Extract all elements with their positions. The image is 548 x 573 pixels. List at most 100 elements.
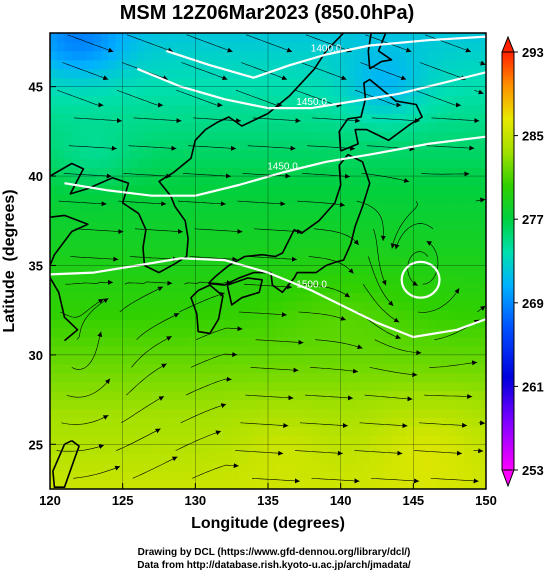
field-cell	[275, 435, 284, 445]
field-cell	[122, 408, 131, 418]
field-cell	[377, 426, 385, 436]
field-cell	[297, 238, 305, 249]
field-cell	[202, 453, 211, 463]
field-cell	[369, 140, 378, 150]
streamline	[361, 173, 410, 183]
field-cell	[311, 390, 320, 401]
field-cell	[464, 354, 473, 365]
field-cell	[362, 238, 371, 249]
field-cell	[217, 354, 225, 365]
field-cell	[137, 41, 146, 52]
field-cell	[333, 122, 342, 132]
field-cell	[71, 426, 80, 436]
field-cell	[377, 202, 385, 213]
field-cell	[231, 345, 240, 356]
field-cell	[159, 319, 167, 329]
field-cell	[333, 113, 342, 123]
field-cell	[209, 435, 218, 445]
field-cell	[377, 33, 385, 43]
field-cell	[340, 444, 349, 454]
field-cell	[253, 462, 262, 472]
field-cell	[478, 283, 486, 293]
field-cell	[202, 176, 211, 186]
field-cell	[93, 193, 102, 204]
field-cell	[246, 274, 255, 284]
field-cell	[289, 292, 298, 302]
field-cell	[326, 113, 334, 123]
contour-label: 1500.0	[296, 280, 327, 291]
field-cell	[246, 131, 255, 141]
field-cell	[268, 113, 276, 123]
streamline	[192, 463, 239, 479]
field-cell	[137, 202, 146, 213]
field-cell	[275, 122, 284, 132]
field-cell	[129, 408, 138, 418]
field-cell	[253, 193, 262, 204]
field-cell	[406, 122, 414, 132]
field-cell	[57, 256, 66, 266]
field-cell	[384, 95, 393, 106]
field-cell	[159, 158, 167, 168]
field-cell	[449, 444, 458, 454]
field-cell	[362, 435, 371, 445]
field-cell	[137, 337, 146, 347]
field-cell	[57, 399, 66, 410]
field-cell	[238, 104, 247, 114]
field-cell	[289, 354, 298, 365]
field-cell	[326, 59, 334, 70]
field-cell	[238, 435, 247, 445]
field-cell	[86, 59, 95, 70]
field-cell	[449, 381, 458, 392]
field-cell	[369, 95, 378, 106]
field-cell	[180, 435, 189, 445]
field-cell	[384, 229, 393, 240]
field-cell	[268, 256, 276, 266]
field-cell	[151, 149, 160, 159]
field-cell	[413, 68, 422, 79]
streamline	[429, 360, 478, 368]
field-cell	[188, 86, 196, 97]
field-cell	[297, 113, 305, 123]
field-cell	[166, 292, 175, 302]
field-cell	[71, 122, 80, 132]
field-cell	[151, 372, 160, 383]
field-cell	[275, 113, 284, 123]
field-cell	[122, 310, 131, 320]
wind-streamlines	[56, 34, 486, 484]
field-cell	[297, 471, 305, 481]
field-cell	[478, 140, 486, 150]
field-cell	[333, 319, 342, 329]
field-cell	[64, 229, 73, 240]
field-cell	[173, 113, 182, 123]
field-cell	[340, 86, 349, 97]
field-cell	[93, 390, 102, 401]
field-cell	[71, 140, 80, 150]
field-cell	[340, 202, 349, 213]
field-cell	[166, 408, 175, 418]
field-cell	[377, 167, 385, 177]
field-cell	[188, 131, 196, 141]
field-cell	[253, 176, 262, 186]
field-cell	[93, 86, 102, 97]
field-cell	[413, 310, 422, 320]
field-cell	[217, 220, 225, 231]
field-cell	[369, 274, 378, 284]
field-cell	[362, 363, 371, 374]
field-cell	[340, 95, 349, 106]
streamline	[176, 89, 223, 108]
field-cell	[231, 176, 240, 186]
field-cell	[64, 176, 73, 186]
field-cell	[86, 167, 95, 177]
field-cell	[79, 86, 87, 97]
streamline	[70, 256, 119, 262]
field-cell	[129, 319, 138, 329]
field-cell	[391, 86, 400, 97]
field-cell	[398, 193, 407, 204]
streamline	[414, 450, 463, 456]
field-cell	[129, 310, 138, 320]
field-cell	[384, 193, 393, 204]
field-cell	[435, 381, 443, 392]
field-cell	[115, 95, 124, 106]
field-cell	[275, 274, 284, 284]
field-cell	[50, 220, 58, 231]
